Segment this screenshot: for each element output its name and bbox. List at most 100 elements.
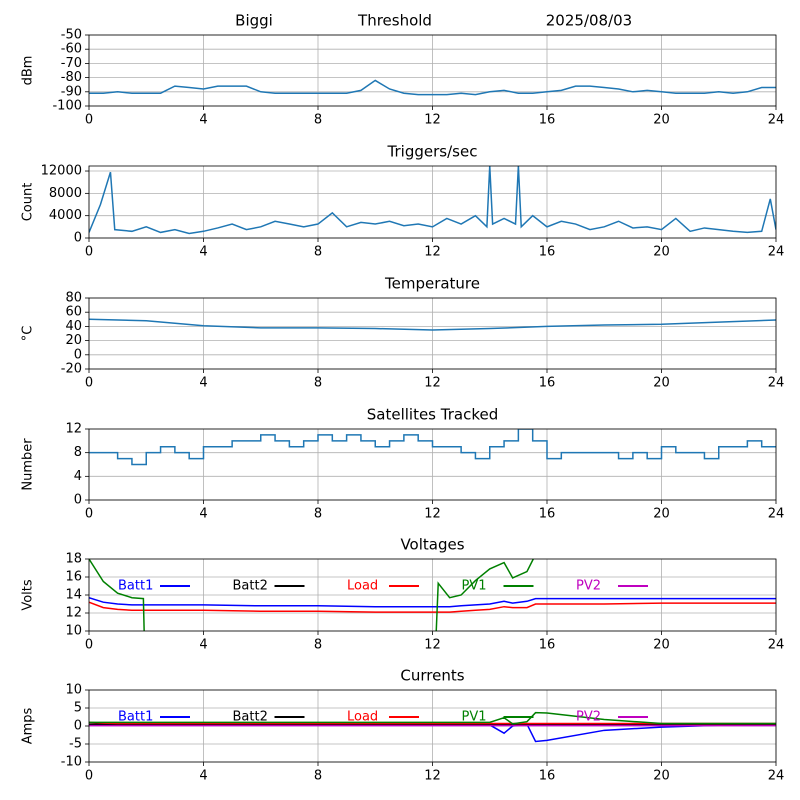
x-tick-label: 8	[314, 769, 322, 784]
y-tick-label: 40	[65, 319, 82, 334]
x-tick-label: 24	[768, 245, 785, 260]
chart-title: Triggers/sec	[387, 143, 478, 161]
x-tick-label: 0	[85, 245, 93, 260]
x-tick-label: 12	[424, 638, 441, 653]
panel: Satellites Tracked Number 0 4 8 12 16 20 24 0 4 8 12	[21, 406, 785, 522]
x-tick-label: 4	[199, 376, 207, 391]
y-tick-label: 60	[65, 305, 82, 320]
legend-label: PV1	[462, 710, 487, 725]
legend-label: PV2	[576, 710, 601, 725]
x-tick-label: 20	[653, 113, 670, 128]
legend-label: Batt1	[118, 710, 153, 725]
y-tick-label: -50	[61, 28, 82, 43]
y-tick-label: 12	[65, 606, 82, 621]
y-axis-label: Volts	[21, 579, 36, 611]
y-tick-label: 4000	[49, 208, 82, 223]
x-tick-label: 0	[85, 638, 93, 653]
chart-title: Currents	[400, 667, 464, 685]
x-tick-label: 24	[768, 769, 785, 784]
x-tick-label: 0	[85, 376, 93, 391]
y-tick-label: -100	[52, 99, 82, 114]
y-tick-label: 14	[65, 588, 82, 603]
x-tick-label: 16	[539, 113, 556, 128]
legend-label: Load	[347, 710, 378, 725]
x-tick-label: 20	[653, 638, 670, 653]
x-tick-label: 16	[539, 376, 556, 391]
x-tick-label: 8	[314, 245, 322, 260]
x-tick-label: 20	[653, 769, 670, 784]
x-tick-label: 12	[424, 113, 441, 128]
data-line	[89, 79, 776, 96]
y-tick-label: 0	[74, 719, 82, 734]
chart-title: Threshold	[357, 12, 432, 30]
legend-label: Batt1	[118, 579, 153, 594]
y-tick-label: 0	[74, 347, 82, 362]
x-tick-label: 0	[85, 769, 93, 784]
y-tick-label: -20	[61, 362, 82, 377]
y-tick-label: 8	[74, 445, 82, 460]
axes-frame	[88, 428, 777, 501]
chart-title: 2025/08/03	[546, 12, 632, 30]
x-tick-label: 8	[314, 507, 322, 522]
x-tick-label: 16	[539, 507, 556, 522]
y-axis-label: °C	[21, 326, 36, 342]
y-tick-label: -60	[61, 42, 82, 57]
y-tick-label: 10	[65, 683, 82, 698]
x-tick-label: 4	[199, 638, 207, 653]
y-tick-label: -90	[61, 84, 82, 99]
y-axis-label: Number	[21, 438, 36, 491]
panel: Voltages Volts 0 4 8 12 16 20 24 10 12 14 16 18 Batt1 B…	[21, 536, 785, 653]
x-tick-label: 24	[768, 113, 785, 128]
x-tick-label: 4	[199, 507, 207, 522]
y-tick-label: -5	[69, 737, 82, 752]
chart-title: Biggi	[235, 12, 273, 30]
axes-frame	[88, 689, 777, 763]
data-line	[89, 166, 776, 235]
y-tick-label: 16	[65, 570, 82, 585]
x-tick-label: 12	[424, 507, 441, 522]
legend-label: PV2	[576, 579, 601, 594]
x-tick-label: 0	[85, 507, 93, 522]
legend-label: Load	[347, 579, 378, 594]
chart-title: Satellites Tracked	[367, 406, 498, 424]
panel: Triggers/sec Count 0 4 8 12 16 20 24 0 4000 8000 120…	[21, 143, 785, 260]
series-line	[89, 711, 776, 725]
y-axis-label: Count	[21, 183, 36, 222]
chart-title: Temperature	[384, 275, 480, 293]
axes-frame	[88, 165, 777, 239]
x-tick-label: 24	[768, 638, 785, 653]
axes-frame	[88, 558, 777, 632]
y-tick-label: 20	[65, 333, 82, 348]
y-tick-label: 10	[65, 624, 82, 639]
x-tick-label: 8	[314, 638, 322, 653]
x-tick-label: 8	[314, 113, 322, 128]
x-tick-label: 20	[653, 507, 670, 522]
legend-label: PV1	[462, 579, 487, 594]
x-tick-label: 16	[539, 769, 556, 784]
legend-label: Batt2	[233, 579, 268, 594]
y-axis-label: dBm	[21, 56, 36, 86]
axes-frame	[88, 34, 777, 107]
x-tick-label: 4	[199, 245, 207, 260]
axes-frame	[88, 297, 777, 370]
x-tick-label: 16	[539, 245, 556, 260]
x-tick-label: 12	[424, 769, 441, 784]
y-axis-label: Amps	[21, 707, 36, 744]
series-line	[89, 721, 776, 725]
panel: Currents Amps 0 4 8 12 16 20 24 -10 -5 0 5 10 Batt1 Bat…	[21, 667, 785, 784]
y-tick-label: 0	[74, 493, 82, 508]
y-tick-label: 12	[65, 422, 82, 437]
x-tick-label: 24	[768, 376, 785, 391]
data-line	[89, 318, 776, 331]
y-tick-label: -80	[61, 70, 82, 85]
x-tick-label: 0	[85, 113, 93, 128]
x-tick-label: 12	[424, 245, 441, 260]
legend-label: Batt2	[233, 710, 268, 725]
series-line	[89, 559, 535, 631]
y-tick-label: 4	[74, 469, 82, 484]
x-tick-label: 4	[199, 113, 207, 128]
chart-title: Voltages	[400, 536, 464, 554]
y-tick-label: 5	[74, 701, 82, 716]
data-line	[89, 429, 776, 466]
